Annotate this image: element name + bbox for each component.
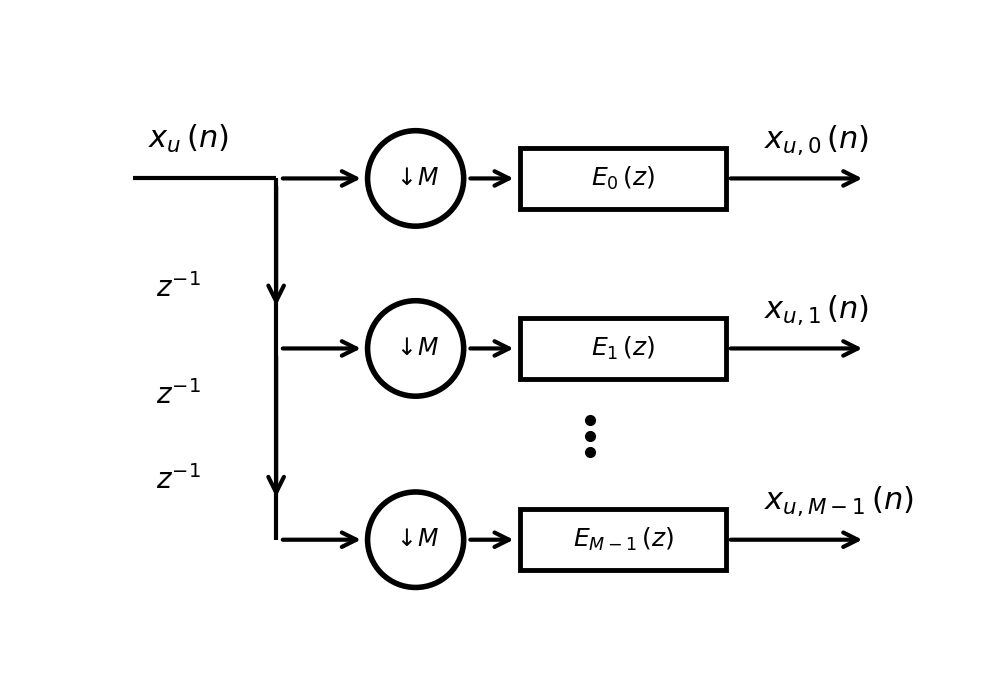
Text: $E_{M-1}\,(z)$: $E_{M-1}\,(z)$ (573, 526, 673, 553)
Text: $\downarrow\!M$: $\downarrow\!M$ (392, 167, 439, 190)
FancyBboxPatch shape (520, 148, 726, 209)
Text: $x_{u,1}\,(n)$: $x_{u,1}\,(n)$ (764, 294, 870, 327)
FancyBboxPatch shape (520, 509, 726, 570)
Text: $E_1\,(z)$: $E_1\,(z)$ (591, 335, 655, 362)
Text: $\downarrow\!M$: $\downarrow\!M$ (392, 529, 439, 551)
Ellipse shape (368, 492, 464, 587)
FancyBboxPatch shape (520, 318, 726, 379)
Text: $x_{u,0}\,(n)$: $x_{u,0}\,(n)$ (764, 124, 870, 157)
Text: $x_u\,(n)$: $x_u\,(n)$ (148, 122, 229, 155)
Text: $E_0\,(z)$: $E_0\,(z)$ (591, 165, 655, 192)
Ellipse shape (368, 301, 464, 396)
Text: $x_{u,M-1}\,(n)$: $x_{u,M-1}\,(n)$ (764, 485, 914, 518)
Text: $z^{-1}$: $z^{-1}$ (156, 380, 201, 410)
Ellipse shape (368, 130, 464, 226)
Text: $\downarrow\!M$: $\downarrow\!M$ (392, 337, 439, 360)
Text: $z^{-1}$: $z^{-1}$ (156, 464, 201, 495)
Text: $z^{-1}$: $z^{-1}$ (156, 273, 201, 304)
